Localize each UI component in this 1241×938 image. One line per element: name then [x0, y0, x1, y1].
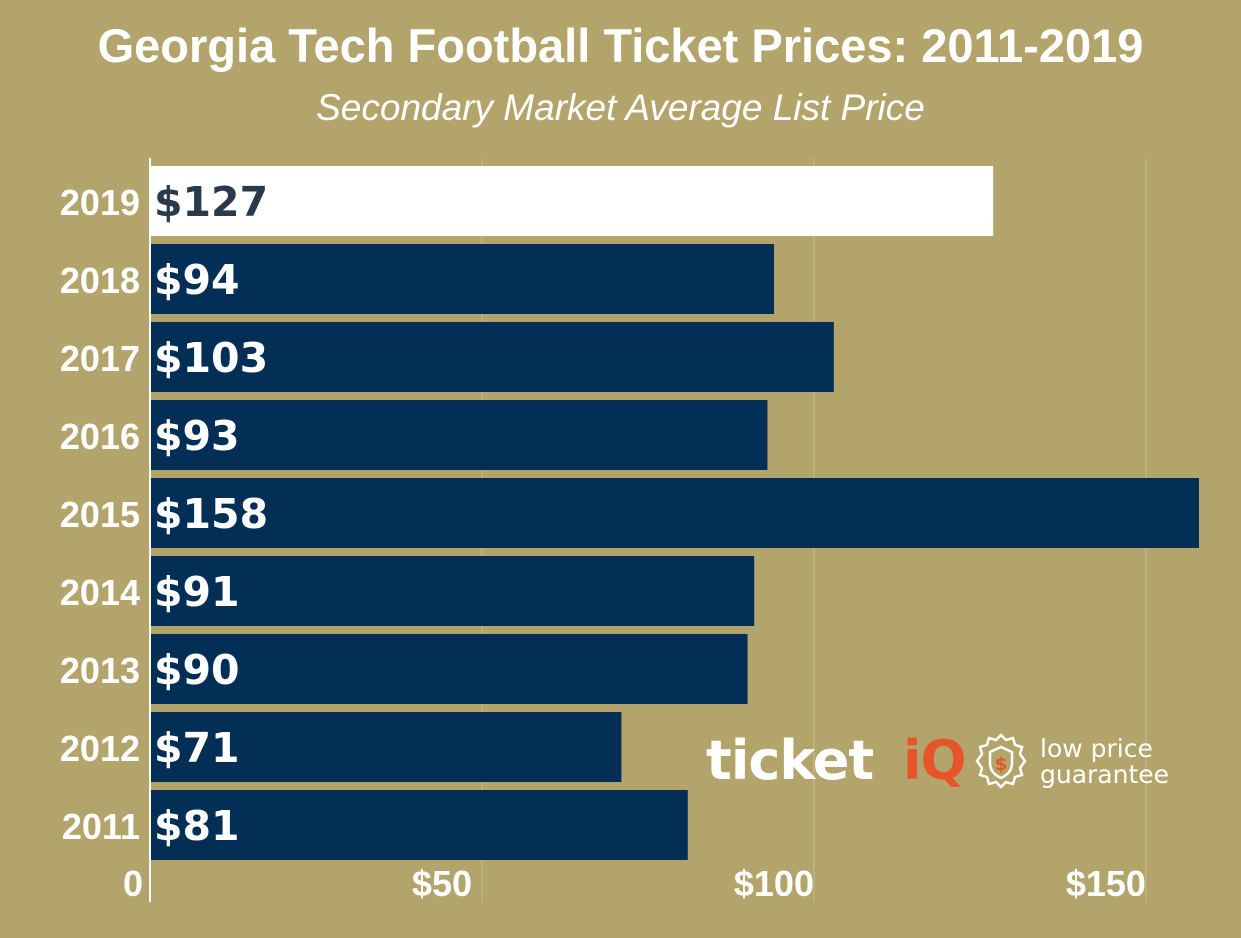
bar-2014: [150, 556, 755, 626]
bar-2015: [150, 478, 1199, 548]
price-guarantee-badge-icon: $: [975, 733, 1027, 789]
bar-2016: [150, 400, 768, 470]
svg-text:$: $: [995, 754, 1008, 775]
ticketiq-logo-text: ticket: [706, 729, 874, 792]
guarantee-line-1: low price: [1040, 734, 1153, 763]
bar-data-label: $94: [154, 256, 240, 304]
x-tick-label: 0: [123, 863, 143, 904]
bar-2013: [150, 634, 748, 704]
x-tick-label: $150: [1066, 863, 1146, 904]
bar-2012: [150, 712, 622, 782]
bar-2018: [150, 244, 775, 314]
chart-title: Georgia Tech Football Ticket Prices: 201…: [97, 19, 1144, 72]
x-tick-label: $100: [734, 863, 814, 904]
guarantee-line-2: guarantee: [1040, 760, 1170, 789]
y-tick-label: 2014: [60, 572, 140, 613]
ticketiq-logo-accent: iQ: [903, 729, 966, 792]
bar-data-label: $81: [154, 802, 240, 850]
bar-data-label: $71: [154, 724, 240, 772]
x-tick-label: $50: [412, 863, 472, 904]
chart-subtitle: Secondary Market Average List Price: [316, 87, 925, 128]
bar-data-label: $158: [154, 490, 268, 538]
y-tick-label: 2012: [60, 728, 140, 769]
bar-data-label: $93: [154, 412, 240, 460]
bar-2017: [150, 322, 834, 392]
y-tick-label: 2017: [60, 338, 140, 379]
low-price-guarantee-text: low price guarantee: [1040, 736, 1169, 788]
bar-data-label: $127: [154, 178, 268, 226]
bar-data-label: $103: [154, 334, 268, 382]
bar-2019: [150, 166, 994, 236]
y-tick-label: 2016: [60, 416, 140, 457]
bar-data-label: $90: [154, 646, 240, 694]
y-tick-label: 2011: [62, 806, 140, 847]
ticketiq-watermark: ticket iQ $ low price guarantee: [706, 726, 1206, 798]
bar-2011: [150, 790, 688, 860]
y-tick-label: 2015: [60, 494, 140, 535]
bar-data-label: $91: [154, 568, 240, 616]
y-tick-label: 2013: [60, 650, 140, 691]
y-tick-label: 2019: [60, 182, 140, 223]
y-tick-label: 2018: [60, 260, 140, 301]
